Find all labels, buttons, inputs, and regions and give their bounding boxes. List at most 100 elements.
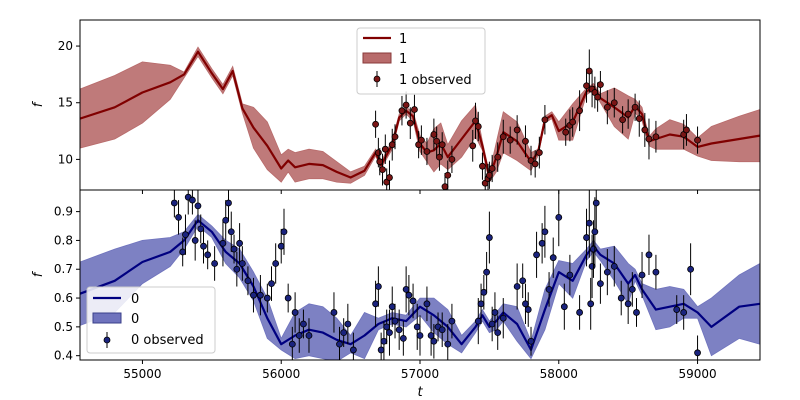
top-observed-point: [444, 171, 452, 179]
bottom-observed-point: [374, 283, 382, 290]
bottom-observed-point: [474, 317, 482, 325]
top-observed-point: [683, 126, 690, 134]
bottom-observed-point: [277, 242, 285, 250]
bottom-observed-point: [377, 346, 385, 354]
top-observed-point: [423, 148, 431, 155]
top-observed-point: [576, 107, 583, 115]
bottom-ytick-label: 0.4: [54, 349, 73, 363]
top-observed-point: [417, 136, 425, 144]
bottom-observed-point: [427, 332, 435, 339]
top-observed-point: [441, 183, 449, 190]
bottom-observed-point: [628, 286, 636, 293]
bottom-observed-point: [576, 309, 583, 316]
top-observed-point: [506, 136, 514, 144]
top-observed-point: [594, 93, 602, 101]
bottom-observed-point: [388, 303, 396, 311]
bottom-observed-point: [386, 329, 393, 337]
bottom-observed-point: [624, 300, 632, 308]
bottom-observed-point: [673, 306, 681, 313]
top-observed-point: [438, 141, 446, 149]
bottom-xtick-label: 58000: [540, 367, 578, 381]
bottom-observed-point: [555, 213, 563, 221]
bottom-observed-point: [257, 291, 264, 299]
bottom-observed-point: [409, 297, 417, 305]
bottom-observed-point: [189, 196, 196, 204]
bottom-observed-point: [545, 286, 553, 293]
bottom-xtick-label: 57000: [401, 367, 439, 381]
top-observed-point: [386, 174, 393, 181]
top-observed-point: [433, 137, 441, 145]
legend-bottom: 0 0 0 observed: [86, 286, 216, 354]
legend-bottom-box: [86, 286, 216, 354]
top-observed-point: [379, 166, 386, 174]
bottom-observed-point: [197, 225, 205, 233]
bottom-observed-point: [219, 239, 227, 247]
bottom-observed-point: [687, 265, 695, 273]
bottom-observed-point: [230, 245, 238, 253]
bottom-observed-point: [633, 309, 640, 316]
bottom-observed-point: [483, 268, 491, 276]
bottom-observed-point: [522, 300, 529, 308]
bottom-observed-point: [416, 332, 424, 339]
bottom-observed-point: [399, 334, 407, 342]
bottom-observed-point: [170, 199, 178, 207]
top-observed-point: [472, 117, 479, 125]
top-observed-point: [610, 99, 618, 107]
top-observed-point: [499, 133, 507, 141]
bottom-observed-point: [336, 340, 343, 348]
bottom-observed-point: [477, 300, 485, 308]
bottom-observed-point: [272, 260, 280, 267]
bottom-observed-point: [480, 288, 488, 296]
top-ytick-label: 15: [58, 96, 73, 110]
bottom-observed-point: [585, 219, 593, 227]
bottom-observed-point: [291, 309, 299, 316]
bottom-observed-point: [340, 329, 348, 337]
top-axes: 10 15 20: [58, 39, 699, 194]
top-observed-point: [479, 162, 486, 170]
top-observed-point: [522, 137, 529, 145]
bottom-observed-point: [444, 340, 452, 348]
bottom-observed-point: [295, 332, 303, 339]
legend-bottom-band-swatch: [92, 312, 122, 324]
legend-top-points-label: 1 observed: [399, 73, 472, 88]
bottom-observed-point: [349, 346, 357, 354]
bottom-observed-point: [263, 294, 271, 302]
bottom-xlabel: t: [417, 385, 423, 400]
bottom-observed-point: [603, 268, 611, 276]
bottom-observed-point: [488, 320, 496, 328]
legend-bottom-line-label: 0: [131, 292, 139, 307]
top-observed-point: [531, 160, 539, 168]
bottom-observed-point: [491, 309, 499, 316]
bottom-observed-point: [494, 329, 502, 337]
bottom-observed-point: [513, 283, 521, 290]
top-observed-point: [569, 118, 577, 126]
bottom-observed-point: [587, 300, 595, 308]
bottom-observed-point: [300, 320, 307, 328]
top-observed-point: [619, 116, 627, 124]
top-observed-point: [603, 103, 611, 111]
top-observed-point: [381, 145, 389, 153]
top-observed-point: [652, 133, 660, 141]
bottom-observed-point: [402, 286, 410, 293]
bottom-observed-point: [423, 300, 431, 308]
top-observed-point: [474, 123, 482, 130]
bottom-observed-point: [597, 280, 604, 288]
top-observed-point: [398, 107, 406, 115]
top-observed-point: [635, 115, 643, 122]
bottom-observed-point: [344, 320, 352, 328]
bottom-observed-point: [391, 317, 399, 325]
bottom-observed-point: [413, 323, 421, 331]
bottom-observed-point: [499, 314, 507, 322]
top-observed-point: [388, 141, 396, 149]
bottom-observed-point: [175, 213, 182, 221]
bottom-observed-point: [222, 216, 230, 224]
bottom-observed-point: [405, 291, 413, 299]
bottom-ytick-label: 0.7: [54, 262, 73, 276]
legend-bottom-band-label: 0: [131, 312, 139, 327]
bottom-observed-point: [566, 271, 574, 279]
bottom-observed-point: [227, 228, 235, 236]
bottom-observed-point: [541, 228, 549, 236]
top-observed-point: [469, 142, 477, 150]
bottom-observed-point: [305, 332, 313, 339]
legend-top: 1 1 1 observed: [356, 27, 486, 95]
